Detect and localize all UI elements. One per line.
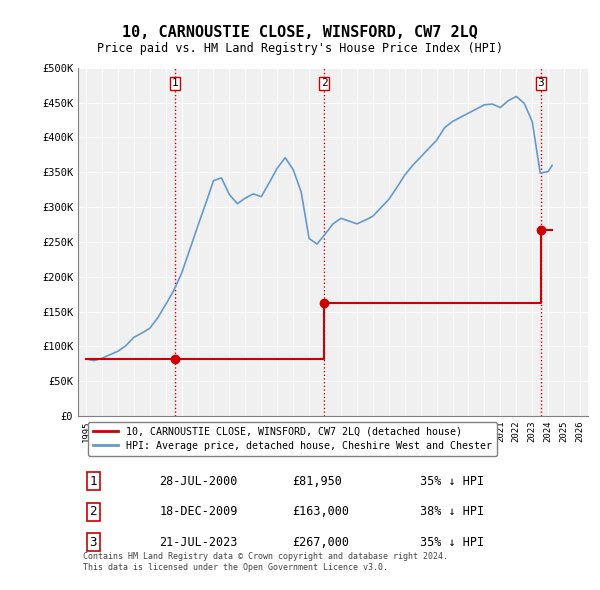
Text: 38% ↓ HPI: 38% ↓ HPI [420, 505, 484, 518]
Text: 2: 2 [89, 505, 97, 518]
Text: £81,950: £81,950 [292, 475, 342, 488]
Text: 35% ↓ HPI: 35% ↓ HPI [420, 536, 484, 549]
Text: 10, CARNOUSTIE CLOSE, WINSFORD, CW7 2LQ: 10, CARNOUSTIE CLOSE, WINSFORD, CW7 2LQ [122, 25, 478, 40]
Text: £163,000: £163,000 [292, 505, 349, 518]
Text: Price paid vs. HM Land Registry's House Price Index (HPI): Price paid vs. HM Land Registry's House … [97, 42, 503, 55]
Text: 28-JUL-2000: 28-JUL-2000 [160, 475, 238, 488]
Text: 21-JUL-2023: 21-JUL-2023 [160, 536, 238, 549]
Text: £267,000: £267,000 [292, 536, 349, 549]
Text: 35% ↓ HPI: 35% ↓ HPI [420, 475, 484, 488]
Text: Contains HM Land Registry data © Crown copyright and database right 2024.
This d: Contains HM Land Registry data © Crown c… [83, 552, 448, 572]
Text: 1: 1 [172, 78, 178, 88]
Text: 3: 3 [538, 78, 544, 88]
Text: 1: 1 [89, 475, 97, 488]
Text: 3: 3 [89, 536, 97, 549]
Text: 2: 2 [321, 78, 328, 88]
Legend: 10, CARNOUSTIE CLOSE, WINSFORD, CW7 2LQ (detached house), HPI: Average price, de: 10, CARNOUSTIE CLOSE, WINSFORD, CW7 2LQ … [88, 422, 497, 456]
Text: 18-DEC-2009: 18-DEC-2009 [160, 505, 238, 518]
